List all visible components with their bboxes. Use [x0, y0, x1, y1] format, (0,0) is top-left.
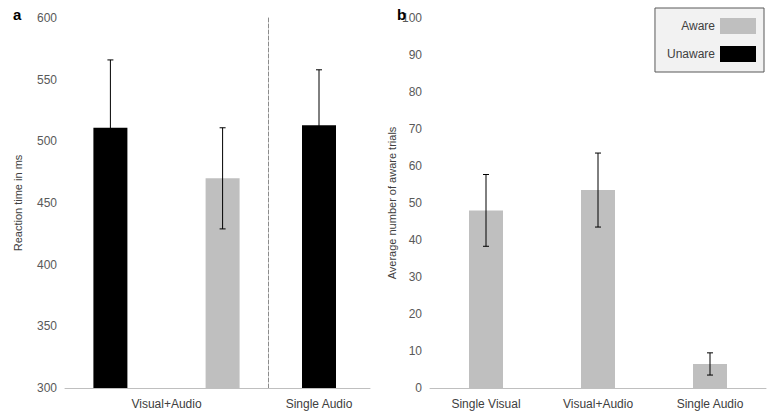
svg-text:450: 450: [37, 196, 57, 210]
svg-text:90: 90: [409, 48, 423, 62]
svg-text:Single Audio: Single Audio: [677, 397, 744, 411]
svg-text:Single Visual: Single Visual: [451, 397, 520, 411]
svg-text:a: a: [13, 6, 22, 23]
svg-text:500: 500: [37, 134, 57, 148]
svg-text:300: 300: [37, 381, 57, 395]
svg-text:Aware: Aware: [681, 19, 715, 33]
svg-text:80: 80: [409, 85, 423, 99]
svg-text:40: 40: [409, 233, 423, 247]
svg-text:30: 30: [409, 270, 423, 284]
svg-text:400: 400: [37, 258, 57, 272]
svg-text:Visual+Audio: Visual+Audio: [131, 397, 201, 411]
svg-text:50: 50: [409, 196, 423, 210]
svg-text:Single Audio: Single Audio: [286, 397, 353, 411]
svg-text:60: 60: [409, 159, 423, 173]
svg-text:Visual+Audio: Visual+Audio: [563, 397, 633, 411]
svg-text:550: 550: [37, 73, 57, 87]
svg-text:350: 350: [37, 319, 57, 333]
svg-text:b: b: [397, 6, 406, 23]
svg-text:Reaction time in ms: Reaction time in ms: [12, 154, 24, 251]
svg-text:Unaware: Unaware: [667, 47, 715, 61]
svg-text:70: 70: [409, 122, 423, 136]
svg-text:10: 10: [409, 344, 423, 358]
svg-text:0: 0: [415, 381, 422, 395]
svg-text:20: 20: [409, 307, 423, 321]
svg-text:100: 100: [402, 11, 422, 25]
svg-text:600: 600: [37, 11, 57, 25]
svg-text:Average number of aware trials: Average number of aware trials: [386, 126, 398, 279]
